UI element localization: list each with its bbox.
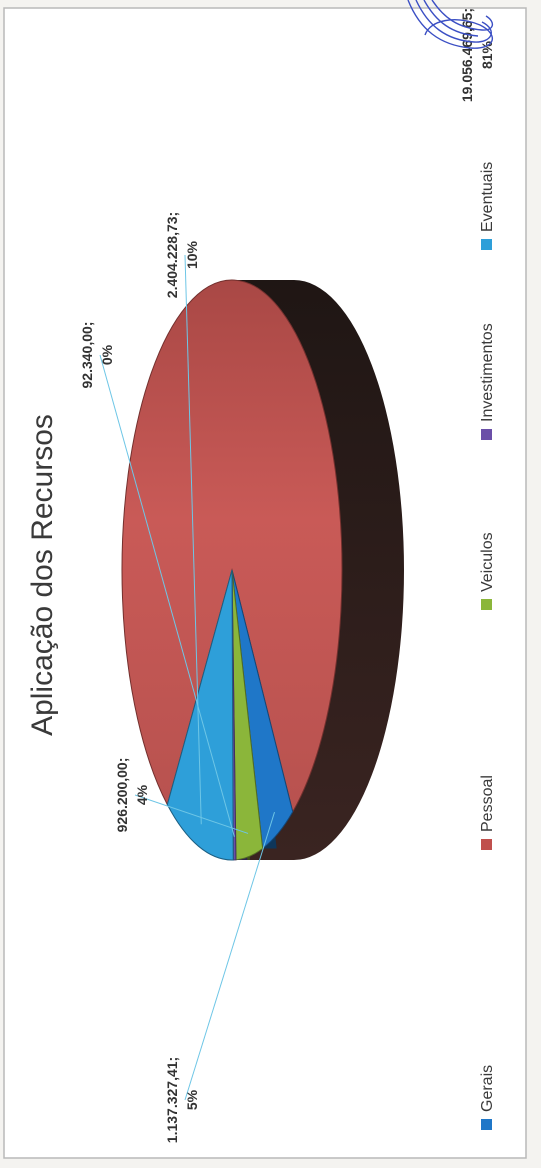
pie-side-pessoal (232, 280, 404, 860)
legend-swatch-investimentos (481, 429, 492, 440)
legend-item-gerais: Gerais (479, 1065, 496, 1130)
pie-slice-pessoal (121, 279, 343, 814)
legend-swatch-pessoal (481, 839, 492, 850)
leader-line-veiculos (134, 794, 249, 834)
legend-label-gerais: Gerais (479, 1065, 496, 1112)
data-label-percent-pessoal: 81% (479, 40, 495, 69)
data-label-percent-eventuais: 10% (184, 240, 200, 269)
data-label-value-veiculos: 926.200,00; (114, 758, 130, 833)
data-label-value-pessoal: 19.056.469,65; (459, 8, 475, 102)
chart-plot-area: Aplicação dos Recursos 19.056.469,65; 81%… (26, 8, 496, 1143)
data-label-value-gerais: 1.137.327,41; (164, 1057, 180, 1143)
legend-label-veiculos: Veiculos (479, 532, 496, 592)
leader-line-eventuais (184, 254, 202, 825)
legend-swatch-veiculos (481, 599, 492, 610)
chart-title: Aplicação dos Recursos (26, 414, 59, 736)
leader-line-gerais (184, 811, 275, 1101)
signature-scribble (407, 0, 493, 49)
leader-lines (99, 254, 275, 1101)
data-label-value-investimentos: 92.340,00; (79, 322, 95, 389)
legend-label-investimentos: Investimentos (479, 323, 496, 422)
data-labels: 19.056.469,65; 81% 1.137.327,41; 5% 926.200,… (79, 8, 495, 1143)
pie-slices (121, 279, 343, 861)
leader-line-investimentos (99, 354, 235, 837)
legend-item-investimentos: Investimentos (479, 323, 496, 440)
data-label-percent-gerais: 5% (184, 1089, 200, 1110)
legend-item-pessoal: Pessoal (479, 775, 496, 850)
legend-label-pessoal: Pessoal (479, 775, 496, 832)
data-label-percent-investimentos: 0% (99, 344, 115, 365)
data-label-percent-veiculos: 4% (134, 784, 150, 805)
legend: Gerais Pessoal Veiculos Investimentos Eventu… (479, 162, 496, 1130)
legend-swatch-eventuais (481, 239, 492, 250)
legend-swatch-gerais (481, 1119, 492, 1130)
legend-item-veiculos: Veiculos (479, 532, 496, 610)
data-label-value-eventuais: 2.404.228,73; (164, 212, 180, 298)
legend-label-eventuais: Eventuais (479, 162, 496, 232)
legend-item-eventuais: Eventuais (479, 162, 496, 250)
